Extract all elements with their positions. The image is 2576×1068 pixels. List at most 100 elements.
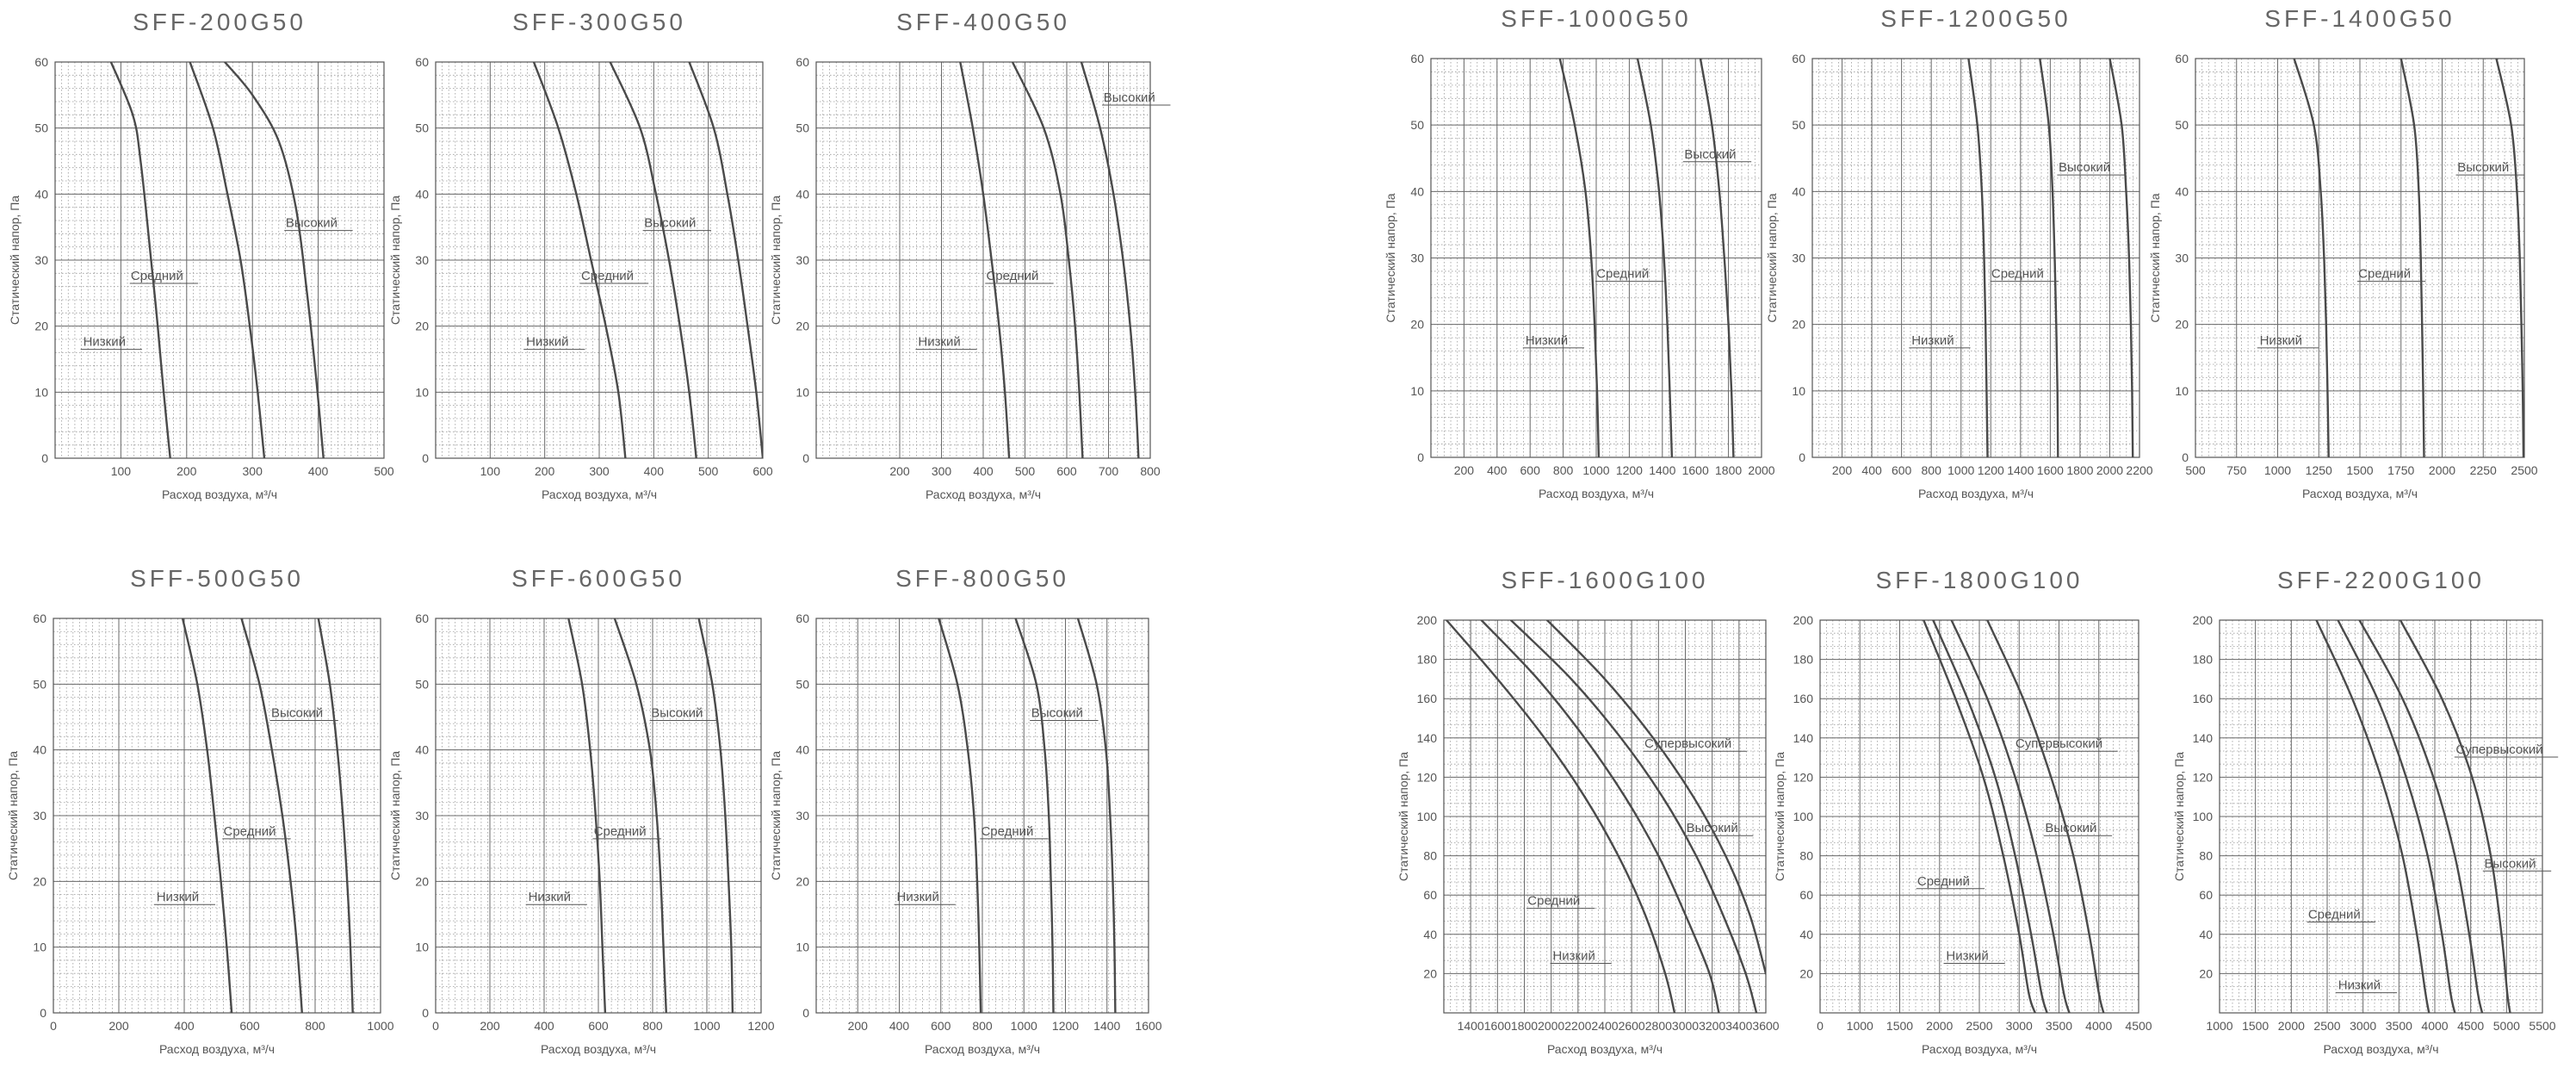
y-tick-label: 20 [1799,966,1813,980]
x-tick-label: 2000 [1538,1019,1564,1033]
curve-низкий [959,62,1011,458]
y-tick-label: 0 [1417,450,1424,464]
y-tick-label: 0 [802,1006,809,1020]
x-tick-label: 1750 [2387,463,2414,477]
x-tick-label: 1000 [367,1019,393,1033]
plot-area: 1400 1600 1800 2000 2200 2400 2600 2800 3000 3200… [1396,613,1780,1056]
y-tick-label: 180 [1793,653,1814,667]
y-axis-title: Статический напор, Па [769,751,783,880]
y-tick-label: 60 [33,612,46,625]
plot-frame [2195,58,2525,458]
plot-frame [1430,58,1762,458]
x-tick-label: 1200 [747,1019,774,1033]
y-tick-label: 20 [796,874,809,888]
curve-высокий [317,618,354,1013]
x-tick-label: 1400 [1093,1019,1120,1033]
x-tick-label: 300 [243,464,263,478]
x-tick-label: 400 [174,1019,195,1033]
y-tick-label: 80 [1423,849,1437,863]
curve-label: Высокий [2045,821,2096,835]
y-tick-label: 10 [415,941,429,954]
y-tick-label: 140 [1793,731,1814,745]
x-tick-label: 800 [1553,463,1574,477]
y-tick-label: 30 [415,809,429,823]
curve-высокий [2495,59,2524,457]
curve-низкий [532,62,627,458]
y-tick-label: 50 [796,121,809,135]
x-tick-label: 800 [305,1019,325,1033]
x-tick-label: 1200 [1616,463,1643,477]
y-tick-label: 160 [1417,692,1438,705]
curve-низкий [109,62,171,458]
curve-label: Низкий [526,335,568,350]
x-axis-title: Расход воздуха, м³/ч [542,487,657,501]
curve-средний [2400,59,2425,457]
curve-label: Средний [1527,894,1580,909]
y-tick-label: 40 [1799,928,1813,941]
x-tick-label: 400 [1487,463,1508,477]
y-tick-label: 100 [2193,810,2214,823]
x-tick-label: 2500 [1966,1019,1992,1033]
x-tick-label: 600 [1520,463,1541,477]
plot-area: 200 400 600 800 1000 1200 1400 1600 1800 2000 0 10 2… [1384,52,1775,500]
x-tick-label: 2000 [2096,463,2123,477]
y-tick-label: 40 [2175,184,2189,198]
y-tick-label: 40 [796,187,809,201]
y-tick-label: 10 [796,941,809,954]
plot-frame [2219,619,2543,1014]
x-axis-title: Расход воздуха, м³/ч [926,487,1041,501]
plot-frame [1811,58,2140,458]
x-tick-label: 1600 [1682,463,1709,477]
x-tick-label: 1500 [1886,1019,1913,1033]
x-tick-label: 1500 [2242,1019,2269,1033]
x-tick-label: 400 [889,1019,910,1033]
x-tick-label: 1500 [2346,463,2373,477]
y-tick-label: 40 [34,187,48,201]
y-tick-label: 100 [1417,810,1438,823]
y-tick-label: 200 [2193,613,2214,627]
x-tick-label: 4000 [2085,1019,2112,1033]
x-tick-label: 1000 [1847,1019,1873,1033]
x-tick-label: 800 [1140,464,1161,478]
x-tick-label: 0 [50,1019,57,1033]
curve-высокий [1080,62,1140,458]
y-tick-label: 50 [1410,118,1424,132]
y-tick-label: 60 [2175,52,2189,65]
x-tick-label: 1600 [1484,1019,1511,1033]
plot-area: 500 750 1000 1250 1500 1750 2000 2250 2500 0 10 20 3… [2148,52,2538,500]
x-tick-label: 1400 [1649,463,1675,477]
x-tick-label: 200 [1454,463,1475,477]
x-tick-label: 2600 [1619,1019,1645,1033]
plot-area: 100 200 300 400 500 600 0 10 20 30 40 50 60 Расход во… [388,55,773,501]
y-axis-title: Статический напор, Па [1396,752,1410,881]
x-tick-label: 3600 [1752,1019,1779,1033]
y-tick-label: 60 [34,55,48,69]
curve-label: Низкий [2338,978,2381,993]
curve-средний [240,618,303,1013]
y-tick-label: 40 [415,743,429,757]
x-tick-label: 3500 [2386,1019,2412,1033]
curve-низкий [1923,620,2036,1013]
y-tick-label: 60 [415,55,429,69]
plot-area: 0 1000 1500 2000 2500 3000 3500 4000 4500 20 40 60 8… [1773,613,2152,1056]
x-tick-label: 4000 [2421,1019,2448,1033]
x-tick-label: 200 [176,464,197,478]
chart-title: SFF-500G50 [130,565,304,592]
x-tick-label: 400 [644,464,665,478]
chart-title: SFF-1800G100 [1875,567,2084,593]
y-tick-label: 20 [1792,318,1805,332]
y-tick-label: 30 [796,809,809,823]
curve-низкий [1558,59,1601,457]
curve-label: Высокий [1104,90,1155,105]
x-tick-label: 2800 [1645,1019,1672,1033]
plot-frame [53,618,381,1014]
plot-area: 200 300 400 500 600 700 800 0 10 20 30 40 50 60 Расход… [769,55,1171,501]
x-tick-label: 2000 [1926,1019,1953,1033]
curve-высокий [1076,618,1117,1013]
y-tick-label: 40 [1792,184,1805,198]
y-tick-label: 60 [796,612,809,625]
y-tick-label: 40 [33,743,46,757]
x-tick-label: 300 [589,464,610,478]
y-tick-label: 50 [2175,118,2189,132]
x-axis-title: Расход воздуха, м³/ч [925,1042,1040,1056]
